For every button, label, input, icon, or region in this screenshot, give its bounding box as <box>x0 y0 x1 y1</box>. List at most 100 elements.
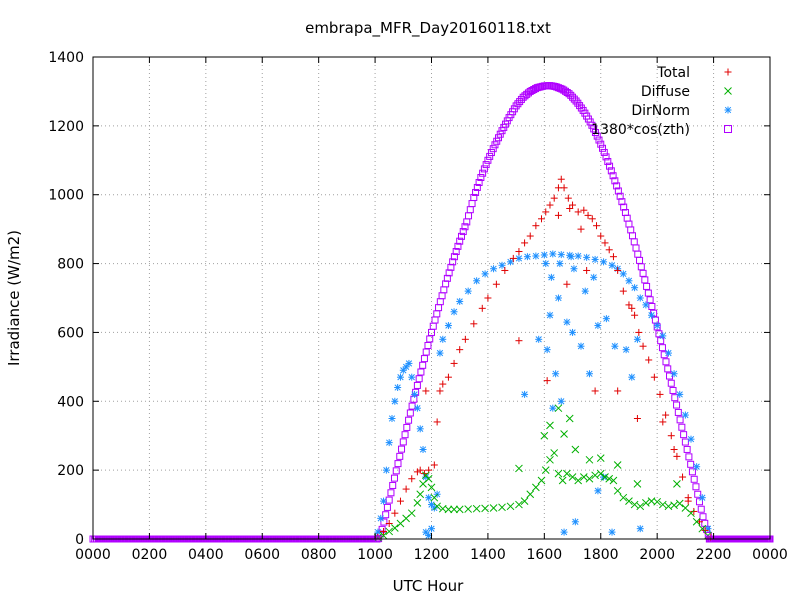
series-point <box>571 445 580 454</box>
x-tick-label: 1600 <box>527 547 563 563</box>
series-point <box>554 294 562 302</box>
series-point <box>687 509 695 518</box>
series-point <box>633 480 642 488</box>
y-tick-label: 1400 <box>48 50 84 66</box>
series-point <box>532 483 540 492</box>
series-point <box>452 248 460 256</box>
series-point <box>636 525 644 533</box>
series-2 <box>374 250 712 540</box>
series-point <box>565 414 574 423</box>
series-point <box>498 261 506 269</box>
series-point <box>481 504 489 513</box>
series-point <box>591 471 599 480</box>
series-point <box>480 165 488 173</box>
series-point <box>461 223 469 231</box>
series-point <box>477 174 485 181</box>
series-point <box>541 466 550 474</box>
series-point <box>546 421 554 430</box>
series-point <box>585 474 594 483</box>
series-point <box>389 481 397 489</box>
series-point <box>378 525 386 533</box>
series-point <box>653 322 661 330</box>
series-point <box>439 335 447 343</box>
series-point <box>583 266 591 274</box>
series-point <box>622 346 630 354</box>
series-point <box>662 411 670 419</box>
series-point <box>413 498 422 507</box>
series-point <box>391 509 399 517</box>
series-point <box>636 502 645 511</box>
series-point <box>407 509 416 518</box>
x-tick-label: 0600 <box>244 547 280 563</box>
series-point <box>546 455 554 464</box>
series-point <box>664 349 672 357</box>
series-point <box>605 246 613 254</box>
series-point <box>574 99 582 107</box>
series-point <box>594 487 602 495</box>
series-point <box>625 277 633 285</box>
series-point <box>631 284 639 292</box>
series-point <box>425 494 433 502</box>
legend-label: DirNorm <box>631 103 690 119</box>
series-point <box>380 518 388 526</box>
series-point <box>444 373 452 381</box>
series-point <box>676 416 684 424</box>
series-point <box>496 130 504 138</box>
series-point <box>560 528 568 536</box>
series-point <box>563 469 571 478</box>
series-point <box>608 528 616 536</box>
series-point <box>394 384 402 392</box>
series-point <box>645 356 653 364</box>
series-point <box>552 370 560 378</box>
series-point <box>690 507 698 515</box>
series-point <box>680 431 688 439</box>
series-point <box>481 270 489 278</box>
series-point <box>620 203 628 211</box>
series-point <box>683 445 691 453</box>
series-point <box>549 404 557 412</box>
series-point <box>543 377 551 385</box>
series-point <box>484 294 492 302</box>
series-point <box>600 258 608 266</box>
series-point <box>419 445 427 453</box>
series-point <box>639 269 647 277</box>
series-point <box>405 359 413 367</box>
series-point <box>596 454 605 462</box>
series-point <box>428 525 435 533</box>
series-point <box>577 104 585 112</box>
series-point <box>553 83 561 91</box>
series-point <box>532 252 540 260</box>
series-point <box>602 153 610 161</box>
series-point <box>554 84 562 92</box>
series-point <box>698 494 706 502</box>
series-point <box>408 373 416 381</box>
series-point <box>456 346 464 354</box>
x-tick-label: 0800 <box>301 547 337 563</box>
series-point <box>419 361 427 369</box>
series-point <box>609 253 617 261</box>
series-point <box>574 252 582 260</box>
series-point <box>585 370 593 378</box>
series-point <box>648 311 656 319</box>
series-point <box>532 222 540 230</box>
series-point <box>380 497 388 505</box>
series-point <box>614 387 622 395</box>
series-point <box>670 445 678 453</box>
legend: Total Diffuse DirNorm 1380*cos(zth) <box>591 65 732 138</box>
series-point <box>557 397 565 405</box>
series-point <box>572 97 580 105</box>
series-point <box>656 390 664 398</box>
series-point <box>613 182 621 190</box>
series-point <box>546 201 554 209</box>
series-point <box>667 432 675 440</box>
series-point <box>523 253 531 261</box>
series-point <box>585 455 594 464</box>
series-point <box>546 311 554 319</box>
series-point <box>450 308 458 316</box>
series-point <box>588 215 596 223</box>
series-point <box>694 490 702 498</box>
series-point <box>450 505 458 514</box>
series-point <box>650 309 658 317</box>
series-point <box>664 365 672 373</box>
series-point <box>383 503 391 511</box>
